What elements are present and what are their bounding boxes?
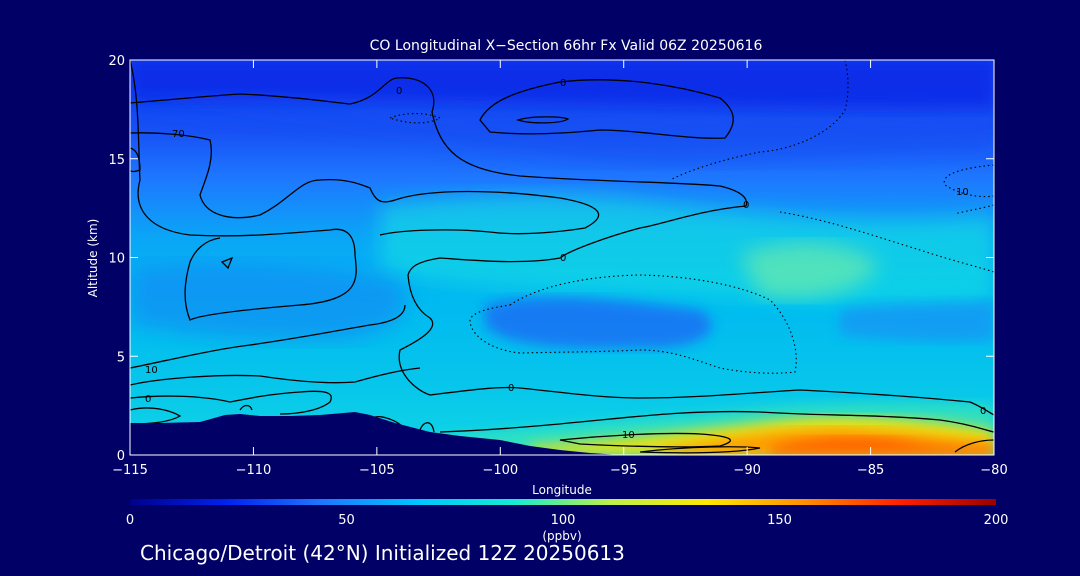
contour-line-dotted (779, 211, 994, 273)
contour-label: 10 (622, 430, 635, 441)
contour-line (130, 367, 421, 386)
contour-line (130, 132, 600, 236)
contour-label: 10 (956, 187, 969, 198)
colorbar-ticks: 0 50 100 150 200 (126, 513, 1009, 528)
y-tick-label: 15 (108, 153, 125, 168)
x-tick-label: −80 (980, 463, 1007, 478)
contour-line (479, 79, 734, 139)
contour-label: 10 (145, 365, 158, 376)
x-tick-label: −100 (482, 463, 518, 478)
y-tick-label: 0 (117, 449, 125, 464)
x-tick-label: −105 (359, 463, 395, 478)
contour-line (220, 256, 234, 270)
contour-label: 0 (145, 394, 151, 405)
x-tick-label: −110 (236, 463, 272, 478)
x-tick-label: −95 (610, 463, 637, 478)
y-tick-label: 5 (117, 350, 125, 365)
contour-line-dotted (469, 274, 797, 374)
contour-line (130, 60, 357, 321)
colorbar-unit-label: (ppbv) (542, 529, 581, 543)
contour-label: 0 (980, 406, 986, 417)
contour-line-dotted (943, 164, 994, 198)
contour-line-dotted (954, 204, 994, 215)
x-tick-label: −85 (857, 463, 884, 478)
contour-line (559, 432, 732, 448)
terrain-mask (130, 412, 620, 455)
colorbar-tick-label: 200 (984, 513, 1009, 528)
plot-area: 0 0 0 0 0 0 0 10 10 10 70 (130, 60, 994, 455)
co-region-stratosphere (130, 60, 994, 113)
contour-labels: 0 0 0 0 0 0 0 10 10 10 70 (145, 78, 986, 441)
contour-label: 0 (743, 200, 749, 211)
x-axis-ticks: −115 −110 −105 −100 −95 −90 −85 −80 (112, 60, 1008, 478)
contour-label: 0 (560, 253, 566, 264)
co-plume-core (770, 436, 994, 455)
colorbar-tick-label: 100 (551, 513, 576, 528)
co-region-mid-pocket (485, 297, 712, 349)
contour-line (439, 410, 994, 433)
y-tick-label: 20 (108, 54, 125, 69)
contour-line (954, 439, 994, 453)
contour-line (130, 390, 332, 415)
x-tick-label: −115 (112, 463, 148, 478)
y-axis-ticks: 0 5 10 15 20 (108, 54, 994, 464)
contour-label: 0 (560, 78, 566, 89)
co-region-left-pocket (130, 264, 406, 341)
footer-caption: Chicago/Detroit (42°N) Initialized 12Z 2… (140, 541, 625, 565)
chart-title: CO Longitudinal X−Section 66hr Fx Valid … (370, 38, 763, 54)
contour-label: 0 (508, 383, 514, 394)
contour-line-dotted (388, 112, 442, 124)
colorbar-tick-label: 150 (767, 513, 792, 528)
x-tick-label: −90 (733, 463, 760, 478)
contours-dotted (388, 60, 994, 374)
colorbar (130, 499, 996, 505)
co-region-right-pocket (840, 300, 994, 343)
y-axis-label: Altitude (km) (86, 219, 100, 298)
contour-label: 70 (172, 129, 185, 140)
co-region-upper-blue (130, 95, 994, 164)
contour-label: 0 (396, 86, 402, 97)
colorbar-tick-label: 50 (338, 513, 355, 528)
co-region-light-green (740, 242, 880, 299)
colorbar-tick-label: 0 (126, 513, 134, 528)
y-tick-label: 10 (108, 252, 125, 267)
x-axis-label: Longitude (532, 483, 592, 497)
contour-line (130, 147, 141, 173)
contour-line (639, 446, 761, 454)
contour-line (130, 304, 406, 369)
contour-line (239, 404, 253, 411)
contour-line (419, 422, 435, 433)
contour-line (130, 77, 994, 416)
contour-line (515, 116, 570, 124)
